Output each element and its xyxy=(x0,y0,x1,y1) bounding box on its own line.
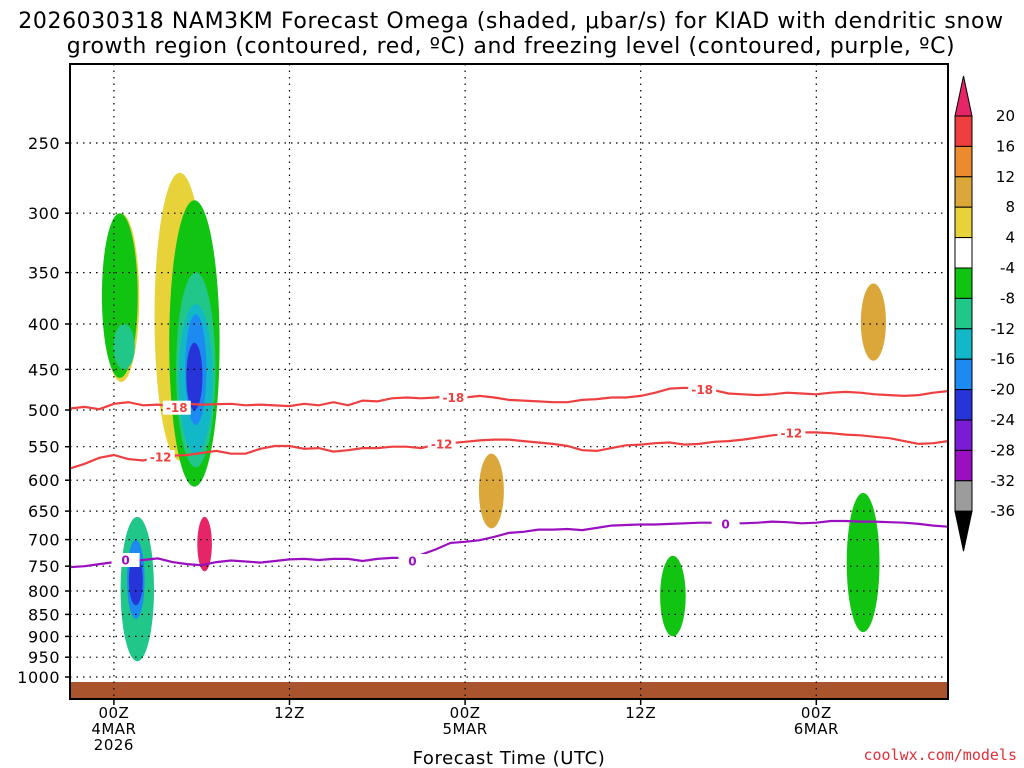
colorbar-label-minus36: -36 xyxy=(991,502,1016,520)
colorbar-segment-8 xyxy=(954,328,973,360)
y-tick-label-500: 500 xyxy=(28,401,60,420)
x-tick-label-42-1: 12Z xyxy=(625,704,656,722)
y-tick-label-300: 300 xyxy=(28,204,60,223)
colorbar-label-minus20: -20 xyxy=(991,381,1016,399)
chart-title-line-1: 2026030318 NAM3KM Forecast Omega (shaded… xyxy=(18,9,1003,34)
omega-region-17 xyxy=(660,555,686,637)
omega-region-14 xyxy=(478,453,504,529)
colorbar-segment-1 xyxy=(954,115,973,147)
plot-area: -18 -18 -18 -12 -12 -12 0 0 0 xyxy=(70,64,948,699)
x-tick-label-30-1: 00Z xyxy=(450,704,481,722)
colorbar: 20 16 12 8 4 -4 -8 -12 -16 -20 -24 -28 -32 -36 xyxy=(954,75,1016,552)
colorbar-segment-11 xyxy=(954,419,973,451)
colorbar-segment-5 xyxy=(954,237,973,269)
colorbar-label-minus16: -16 xyxy=(991,350,1016,368)
colorbar-segment-6 xyxy=(954,267,973,299)
y-tick-label-750: 750 xyxy=(28,557,60,576)
credit-text: coolwx.com/models xyxy=(863,746,1017,764)
ground-surface xyxy=(70,682,948,699)
omega-region-3 xyxy=(113,324,135,370)
contour-label-minus12-1: -12 xyxy=(150,451,172,465)
contour-label-bg xyxy=(688,382,717,397)
contour-label-bg xyxy=(398,554,427,568)
contour-label-bg xyxy=(427,436,456,451)
colorbar-label-minus28: -28 xyxy=(991,441,1016,459)
x-tick-label-54-1: 00Z xyxy=(801,704,832,722)
x-tick-label-6-3: 2026 xyxy=(94,736,134,754)
x-axis-label: Forecast Time (UTC) xyxy=(413,748,606,768)
contour-label-freezing-3: 0 xyxy=(721,517,729,531)
y-tick-label-250: 250 xyxy=(28,134,60,153)
y-tick-label-650: 650 xyxy=(28,502,60,521)
colorbar-label-16: 16 xyxy=(996,137,1015,155)
x-tick-label-30-2: 5MAR xyxy=(443,720,488,738)
contour-label-bg xyxy=(711,516,740,531)
omega-region-15 xyxy=(860,283,887,361)
contour-label-bg xyxy=(146,450,175,465)
colorbar-segment-10 xyxy=(954,389,973,421)
colorbar-segment-9 xyxy=(954,358,973,391)
y-tick-label-450: 450 xyxy=(28,360,60,379)
contour-line-freezing xyxy=(70,519,948,569)
y-axis: 250 300 350 400 450 500 550 600 650 700 750 800 850 9… xyxy=(17,134,70,687)
y-tick-label-850: 850 xyxy=(28,605,60,624)
contour-label-minus12-3: -12 xyxy=(781,427,803,441)
contour-label-bg xyxy=(439,390,468,405)
y-tick-label-550: 550 xyxy=(28,438,60,457)
contour-label-bg xyxy=(162,400,191,415)
y-tick-label-950: 950 xyxy=(28,648,60,667)
contour-label-minus18-1: -18 xyxy=(166,401,188,415)
contour-label-bg xyxy=(111,553,140,567)
colorbar-label-minus4: -4 xyxy=(1000,259,1015,277)
y-tick-label-400: 400 xyxy=(28,315,60,334)
y-tick-label-900: 900 xyxy=(28,627,60,646)
contour-line-minus18 xyxy=(70,386,948,411)
y-tick-label-1000: 1000 xyxy=(17,668,60,687)
colorbar-label-minus12: -12 xyxy=(991,320,1016,338)
colorbar-bottom-arrow xyxy=(954,510,973,552)
colorbar-label-minus24: -24 xyxy=(991,411,1016,429)
colorbar-segment-7 xyxy=(954,297,973,330)
y-tick-label-700: 700 xyxy=(28,531,60,550)
contour-label-minus18-3: -18 xyxy=(691,383,713,397)
x-tick-label-18-1: 12Z xyxy=(274,704,305,722)
colorbar-label-12: 12 xyxy=(996,168,1015,186)
colorbar-segment-4 xyxy=(954,206,973,239)
x-tick-label-6-1: 00Z xyxy=(98,704,129,722)
colorbar-segment-2 xyxy=(954,145,973,178)
y-tick-label-600: 600 xyxy=(28,471,60,490)
x-tick-label-6-2: 4MAR xyxy=(91,720,136,738)
colorbar-label-20: 20 xyxy=(996,107,1015,125)
colorbar-top-arrow xyxy=(954,75,973,117)
omega-region-16 xyxy=(846,492,880,633)
contour-labels: -18 -18 -18 -12 -12 -12 0 0 0 xyxy=(111,382,806,569)
colorbar-label-minus32: -32 xyxy=(991,472,1016,490)
ground-layer xyxy=(70,682,948,699)
x-tick-label-54-2: 6MAR xyxy=(794,720,839,738)
colorbar-segment-13 xyxy=(954,480,973,512)
colorbar-label-minus8: -8 xyxy=(1000,289,1015,307)
contour-label-freezing-2: 0 xyxy=(408,555,416,569)
omega-region-10 xyxy=(197,516,212,572)
contour-label-minus12-2: -12 xyxy=(431,437,453,451)
omega-region-9 xyxy=(186,342,203,410)
omega-shading xyxy=(101,172,887,662)
colorbar-segment-12 xyxy=(954,449,973,482)
contour-label-minus18-2: -18 xyxy=(443,391,465,405)
contour-label-bg xyxy=(777,426,806,441)
colorbar-segment-3 xyxy=(954,176,973,208)
omega-region-13 xyxy=(128,555,143,606)
colorbar-label-4: 4 xyxy=(1005,229,1015,247)
y-tick-label-350: 350 xyxy=(28,264,60,283)
plot-frame xyxy=(69,63,949,700)
chart-title-line-2: growth region (contoured, red, ºC) and f… xyxy=(67,34,955,59)
colorbar-label-8: 8 xyxy=(1005,198,1015,216)
y-tick-label-800: 800 xyxy=(28,582,60,601)
contour-label-freezing-1: 0 xyxy=(121,554,129,568)
